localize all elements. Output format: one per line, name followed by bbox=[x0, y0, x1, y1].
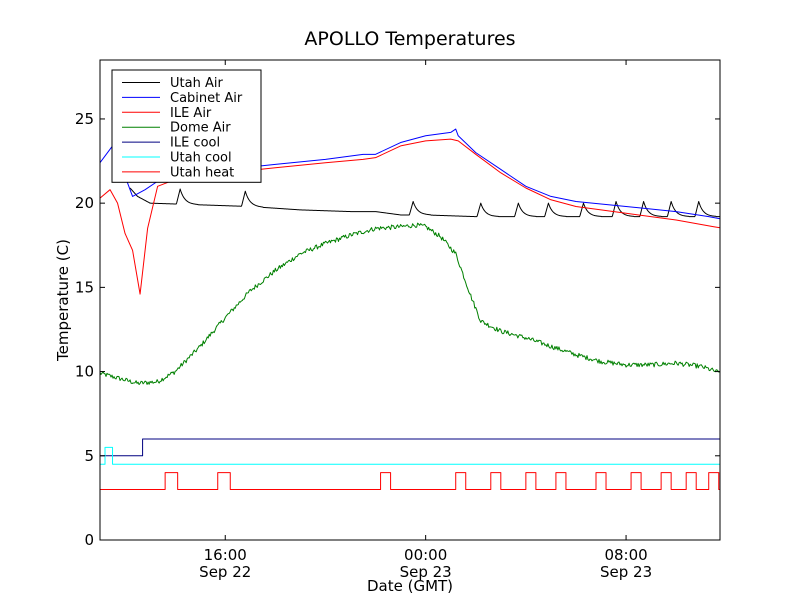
x-tick-label-date: Sep 22 bbox=[199, 563, 251, 581]
series-line-ile-air bbox=[100, 138, 720, 295]
x-tick-label-time: 16:00 bbox=[204, 546, 247, 564]
x-tick-label-time: 00:00 bbox=[404, 546, 447, 564]
chart-title: APOLLO Temperatures bbox=[304, 28, 515, 50]
series-line-utah-air bbox=[129, 187, 720, 218]
series-line-utah-cool bbox=[100, 446, 720, 465]
legend-label-utah-cool: Utah cool bbox=[170, 151, 232, 166]
x-tick-label-time: 08:00 bbox=[604, 546, 647, 564]
legend-label-cabinet-air: Cabinet Air bbox=[170, 91, 243, 106]
legend-label-utah-heat: Utah heat bbox=[170, 165, 234, 180]
legend-box bbox=[111, 69, 262, 183]
legend-label-utah-air: Utah Air bbox=[170, 76, 223, 91]
legend-label-ile-air: ILE Air bbox=[170, 106, 212, 121]
y-tick-label: 20 bbox=[75, 194, 94, 212]
series-layer bbox=[100, 128, 720, 490]
y-tick-label: 25 bbox=[75, 110, 94, 128]
y-tick-label: 0 bbox=[84, 531, 94, 549]
legend-label-dome-air: Dome Air bbox=[170, 121, 231, 136]
y-tick-label: 10 bbox=[75, 363, 94, 381]
y-tick-label: 5 bbox=[84, 447, 94, 465]
x-tick-label-date: Sep 23 bbox=[600, 563, 652, 581]
series-line-ile-cool bbox=[100, 438, 720, 457]
y-tick-label: 15 bbox=[75, 278, 94, 296]
series-line-dome-air bbox=[100, 222, 720, 386]
plot-frame bbox=[99, 59, 721, 541]
x-tick-label-date: Sep 23 bbox=[400, 563, 452, 581]
legend-label-ile-cool: ILE cool bbox=[170, 136, 220, 151]
series-line-utah-heat bbox=[100, 472, 720, 490]
x-axis-label: Date (GMT) bbox=[367, 577, 453, 595]
y-axis-label: Temperature (C) bbox=[54, 239, 72, 362]
